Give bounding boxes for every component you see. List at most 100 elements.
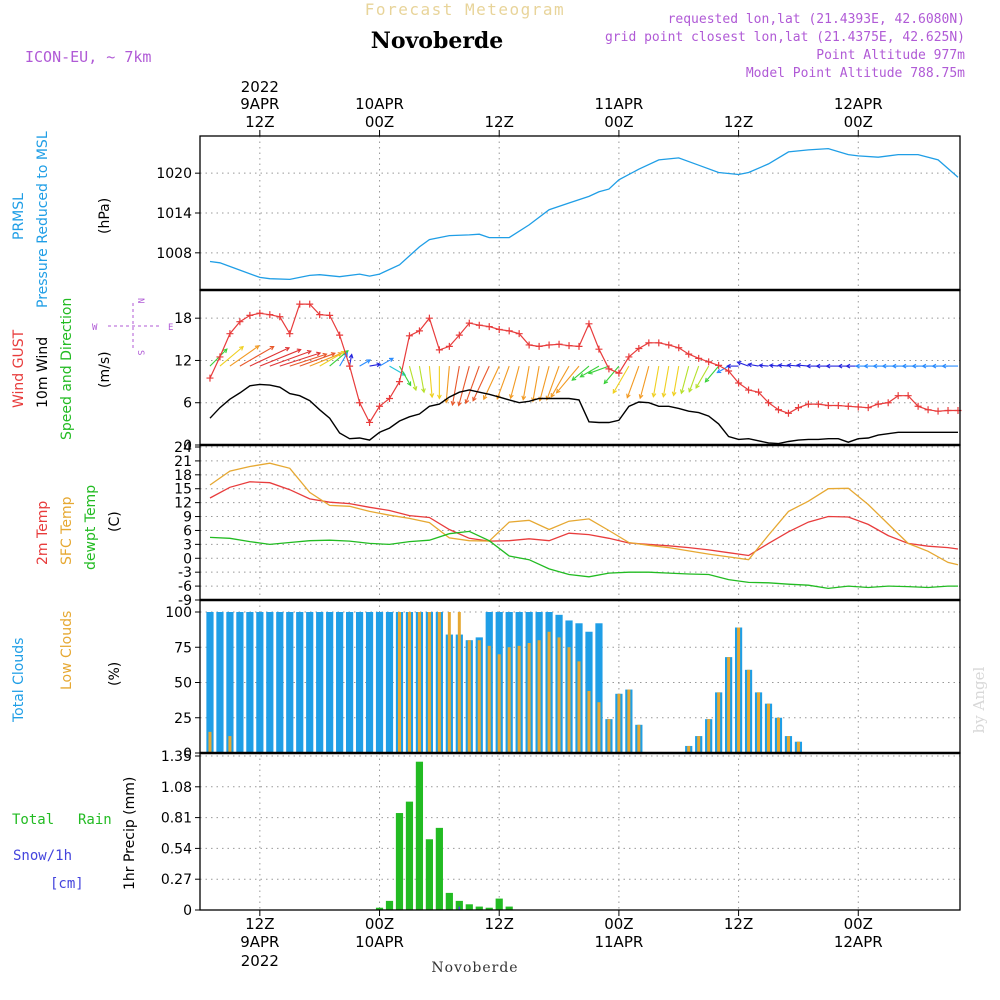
gust-point (635, 344, 643, 352)
panel-frame (199, 444, 961, 601)
bottom-axis-text: 12Z (245, 915, 274, 933)
pressure-line (209, 147, 959, 281)
y-tick-label: 1008 (156, 246, 192, 262)
total-cloud-bar (266, 612, 274, 753)
y-tick-label: 75 (174, 640, 192, 656)
gust-point (575, 342, 583, 350)
top-axis-label: 12Z (485, 113, 514, 136)
gust-point (844, 402, 852, 410)
gust-point (924, 406, 932, 414)
wind-arrow (472, 365, 490, 401)
wind-arrow-head (555, 388, 561, 394)
wind-arrow-head (671, 391, 677, 397)
wind-arrow-head (941, 363, 947, 369)
low-cloud-bar (617, 693, 621, 753)
wind-arrow (445, 366, 450, 403)
wind-arrow (299, 352, 336, 367)
wind-arrow-head (296, 348, 302, 354)
wind-arrow (556, 365, 580, 394)
wind-arrow-head (837, 363, 843, 369)
temp-2m-line (209, 481, 959, 557)
precip-labels: Total Rain Snow/1h [cm] 1hr Precip (mm) (12, 777, 138, 892)
cloud-unit: (%) (107, 662, 123, 686)
wind-unit: (m/s) (97, 351, 113, 388)
wind-arrow-head (222, 348, 228, 354)
gust-point (286, 330, 294, 338)
wind-arrow (704, 365, 720, 383)
wind-arrow-head (550, 392, 555, 399)
low-cloud-bar (527, 643, 531, 753)
wind-arrow-head (661, 392, 667, 398)
wind-arrow-head (587, 370, 593, 375)
low-clouds-label: Low Clouds (59, 611, 75, 690)
wind-arrow-head (437, 394, 442, 400)
gust-point (705, 358, 713, 366)
wind-arrow-head (421, 388, 426, 394)
wind-arrow (612, 365, 630, 394)
total-cloud-bar (306, 612, 314, 753)
top-axis-text: 00Z (604, 113, 633, 131)
wind-arrow-head (412, 386, 418, 392)
gust-point (306, 300, 314, 308)
low-cloud-bar (776, 717, 780, 753)
gust-point (276, 313, 284, 321)
rain-bar (405, 801, 414, 910)
wind-arrow-head (891, 363, 897, 369)
total-cloud-bar (346, 612, 354, 753)
y-tick-label: 6 (183, 396, 192, 412)
wind-arrow (259, 349, 301, 367)
wind-arrow-head (612, 388, 617, 395)
wind-arrow (759, 364, 769, 367)
gust-point (854, 403, 862, 411)
y-tick-label: -6 (178, 579, 192, 595)
bottom-axis-label: 12Z (724, 910, 753, 933)
bottom-axis-text: 12Z (485, 915, 514, 933)
wind-arrow (408, 365, 417, 391)
pressure-labels: PRMSL Pressure Reduced to MSL (hPa) (11, 131, 113, 308)
gust-point (415, 327, 423, 335)
low-cloud-bar (567, 647, 571, 753)
low-cloud-bar (697, 736, 701, 753)
watermark: by Angel (970, 666, 988, 733)
wind-arrow-head (509, 394, 514, 400)
gust-point (445, 342, 453, 350)
total-cloud-bar (246, 612, 254, 753)
precip-bars (375, 761, 513, 910)
y-tick-label: 0.27 (161, 872, 192, 888)
wind-arrow (510, 365, 520, 399)
gust-point (485, 323, 493, 331)
low-cloud-bar (507, 647, 511, 753)
wind-arrow-head (388, 357, 395, 362)
precip-unit: 1hr Precip (mm) (122, 777, 138, 890)
wind-arrow-head (911, 363, 917, 369)
bottom-axis-text: 00Z (604, 915, 633, 933)
wind-arrow-head (872, 363, 878, 369)
low-cloud-bar (537, 640, 541, 753)
gust-point (605, 365, 613, 373)
low-cloud-bar (796, 741, 800, 753)
wind-arrow-head (931, 363, 937, 369)
gust-point (645, 339, 653, 347)
y-tick-label: 9 (183, 510, 192, 526)
gust-point (495, 325, 503, 333)
total-cloud-bar (276, 612, 284, 753)
temp-labels: 2m Temp SFC Temp dewpt Temp (C) (35, 485, 123, 570)
wind-arrow (209, 348, 228, 367)
gust-point (894, 392, 902, 400)
panel-4-grid: 0 0.27 0.54 0.81 1.08 1.35 (161, 749, 960, 919)
gust-point (465, 319, 473, 327)
gust-point (236, 318, 244, 326)
low-cloud-bar (497, 654, 501, 753)
top-axis-text: 00Z (844, 113, 873, 131)
low-cloud-bar (467, 640, 471, 753)
wind-arrow-head (747, 362, 753, 368)
y-tick-label: 25 (174, 711, 192, 727)
point-altitude: Point Altitude 977m (816, 48, 965, 63)
gust-point (874, 400, 882, 408)
panel-frame (199, 289, 961, 446)
total-cloud-bar (316, 612, 324, 753)
